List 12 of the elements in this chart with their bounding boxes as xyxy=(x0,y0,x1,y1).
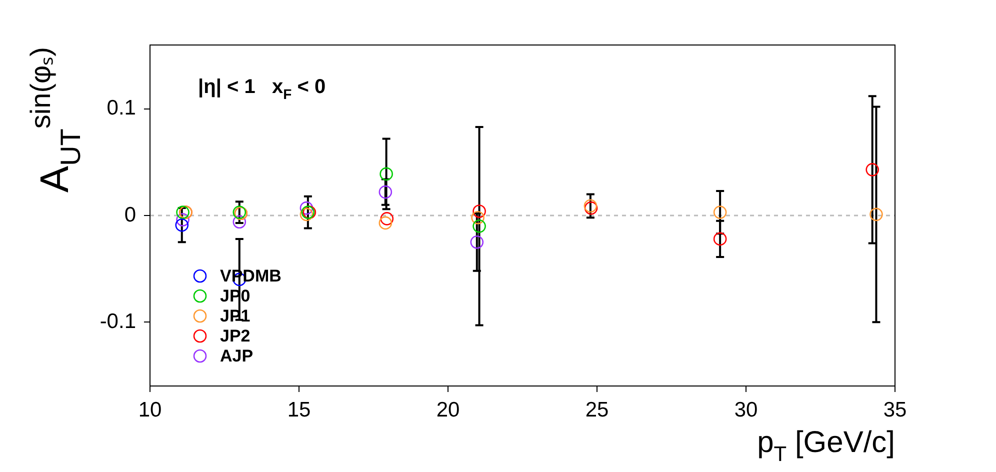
x-tick-label: 25 xyxy=(585,398,609,422)
x-tick-label: 20 xyxy=(436,398,460,422)
y-tick-label: -0.1 xyxy=(100,310,136,333)
x-tick-label: 30 xyxy=(734,398,758,422)
y-tick-label: 0.1 xyxy=(106,96,136,120)
y-tick-label: 0 xyxy=(124,203,136,226)
legend-label: JP2 xyxy=(220,326,250,346)
legend-label: AJP xyxy=(220,346,254,366)
x-tick-label: 15 xyxy=(287,398,311,422)
x-tick-label: 10 xyxy=(138,398,162,422)
y-axis-title: AUTsin(φₛ) xyxy=(25,46,86,193)
x-tick-label: 35 xyxy=(883,398,907,422)
